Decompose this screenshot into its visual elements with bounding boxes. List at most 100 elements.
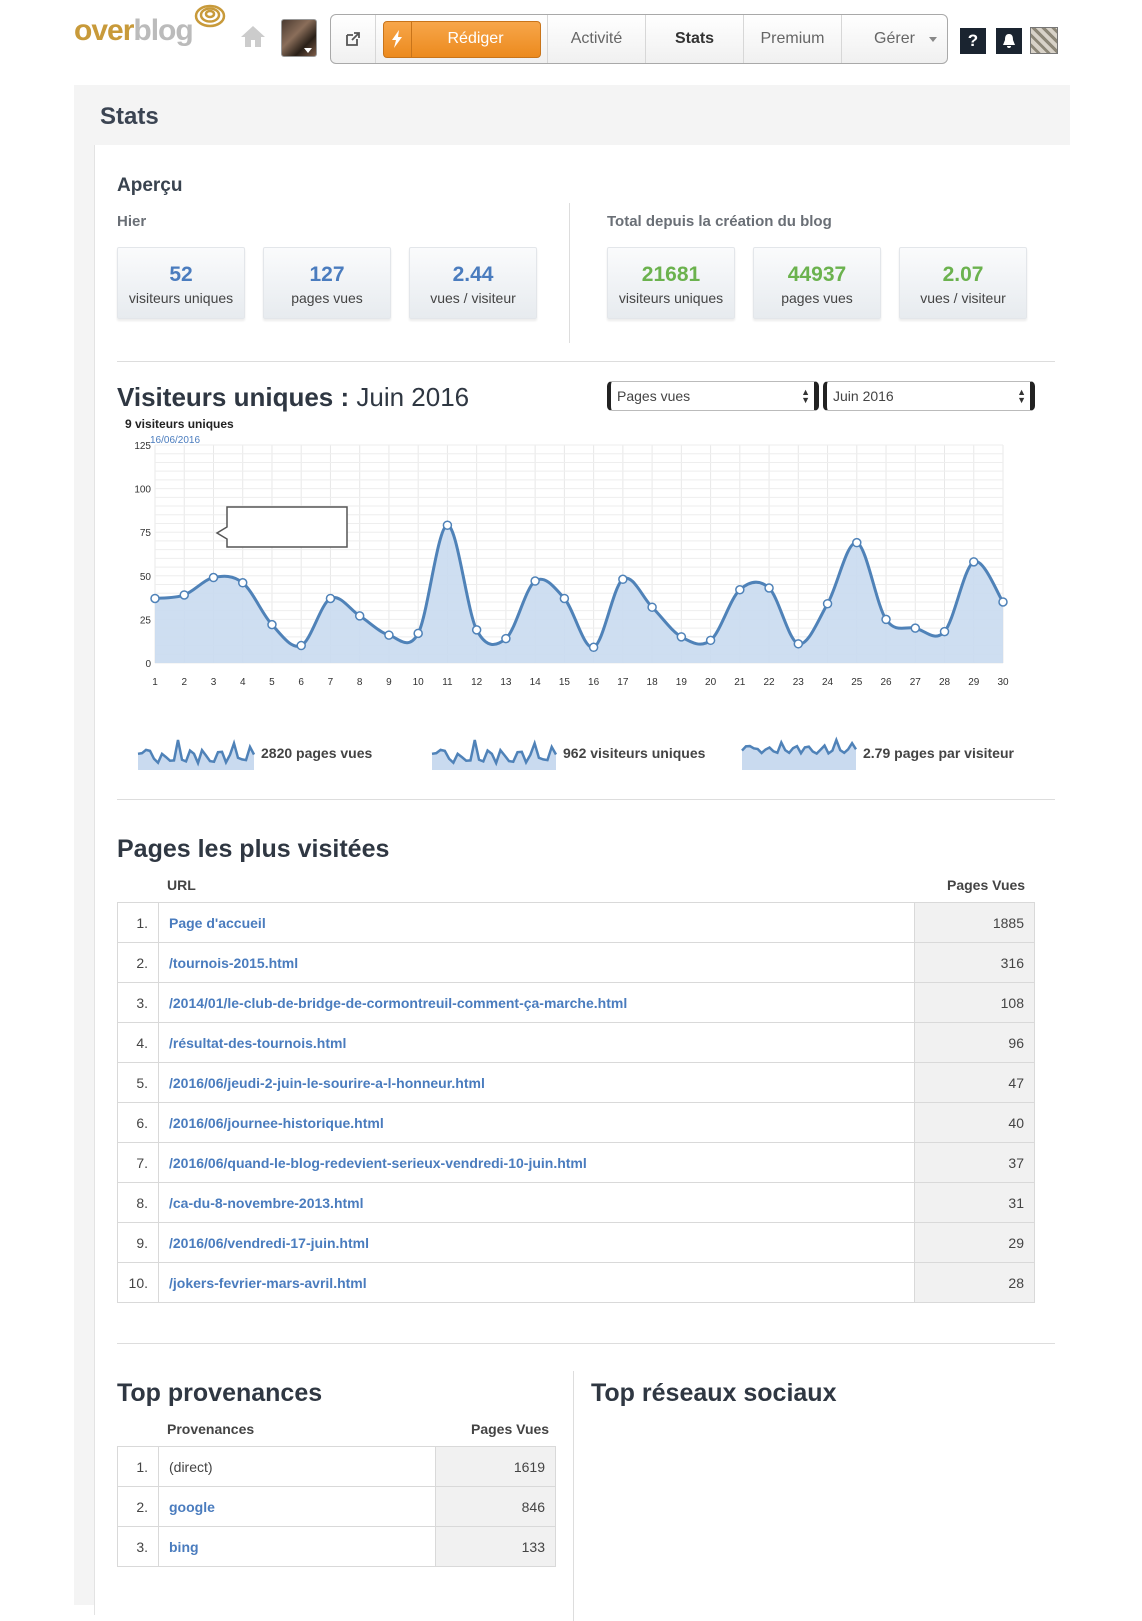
x-tick-label: 30 xyxy=(997,677,1009,688)
data-point xyxy=(764,583,774,593)
data-point xyxy=(998,597,1008,607)
data-point xyxy=(705,635,716,646)
stat-box-yesterday-visitors: 52 visiteurs uniques xyxy=(117,247,245,319)
spark-label: 962 visiteurs uniques xyxy=(563,745,706,761)
x-tick-label: 21 xyxy=(734,677,746,688)
tooltip-date: 16/06/2016 xyxy=(150,435,201,446)
page-url-link[interactable]: /résultat-des-tournois.html xyxy=(158,1022,915,1063)
x-tick-label: 15 xyxy=(559,677,571,688)
data-point xyxy=(354,611,365,621)
page-url-link[interactable]: /2016/06/journee-historique.html xyxy=(158,1102,915,1143)
x-tick-label: 28 xyxy=(939,677,951,688)
source-link[interactable]: bing xyxy=(158,1526,436,1567)
chart-title-metric: Visiteurs uniques : xyxy=(117,382,350,412)
x-tick-label: 13 xyxy=(500,677,512,688)
sparkline-line xyxy=(137,739,255,767)
lightning-icon xyxy=(384,21,412,57)
y-tick-label: 100 xyxy=(134,485,151,496)
stat-label: vues / visiteur xyxy=(430,290,516,306)
metric-select[interactable]: Pages vues ▲ ▼ xyxy=(607,381,819,411)
sparkline-visitors xyxy=(431,739,557,770)
data-point xyxy=(442,520,453,530)
chart-title-month: Juin 2016 xyxy=(356,382,470,412)
x-tick-label: 5 xyxy=(269,677,275,688)
source-views-value: 1619 xyxy=(435,1446,556,1487)
data-point xyxy=(676,632,687,642)
stat-box-total-pages: 44937 pages vues xyxy=(753,247,881,319)
source-link[interactable]: google xyxy=(158,1486,436,1527)
data-point xyxy=(530,576,540,586)
divider xyxy=(117,799,1055,800)
table-row: 4./résultat-des-tournois.html 96 xyxy=(117,1022,1035,1063)
x-tick-label: 20 xyxy=(705,677,717,688)
data-point xyxy=(267,619,277,630)
x-tick-label: 10 xyxy=(413,677,425,688)
overblog-logo[interactable]: overblog xyxy=(74,14,194,47)
data-point xyxy=(384,630,394,640)
page-views-value: 96 xyxy=(914,1022,1035,1063)
x-tick-label: 8 xyxy=(357,677,363,688)
sparkline-ratio xyxy=(741,736,857,770)
table-row: 3. bing 133 xyxy=(117,1526,556,1567)
notification-button[interactable] xyxy=(996,28,1022,54)
nav-premium[interactable]: Premium xyxy=(743,15,841,63)
home-icon[interactable] xyxy=(240,24,266,48)
row-index: 1. xyxy=(117,1446,159,1487)
blog-thumbnail[interactable] xyxy=(281,19,317,57)
nav-stats[interactable]: Stats xyxy=(645,15,743,63)
page-url-link[interactable]: /2016/06/jeudi-2-juin-le-sourire-a-l-hon… xyxy=(158,1062,915,1103)
select-arrows-icon: ▲ ▼ xyxy=(801,387,810,405)
page-url-link[interactable]: /2016/06/quand-le-blog-redevient-serieux… xyxy=(158,1142,915,1183)
page-views-value: 47 xyxy=(914,1062,1035,1103)
x-tick-label: 27 xyxy=(910,677,922,688)
metric-select-value: Pages vues xyxy=(617,388,691,404)
page-url-link[interactable]: /ca-du-8-novembre-2013.html xyxy=(158,1182,915,1223)
page-url-link[interactable]: Page d'accueil xyxy=(158,902,915,943)
source-link: (direct) xyxy=(158,1446,436,1487)
page-views-value: 31 xyxy=(914,1182,1035,1223)
row-index: 8. xyxy=(117,1182,159,1223)
page-views-value: 28 xyxy=(914,1262,1035,1303)
nav-manage[interactable]: Gérer xyxy=(841,15,947,63)
x-tick-label: 29 xyxy=(968,677,980,688)
month-select[interactable]: Juin 2016 ▲ ▼ xyxy=(823,381,1035,411)
page-url-link[interactable]: /2016/06/vendredi-17-juin.html xyxy=(158,1222,915,1263)
logo-swirl-icon xyxy=(194,4,226,28)
x-tick-label: 24 xyxy=(822,677,834,688)
divider xyxy=(117,1343,1055,1344)
help-button[interactable]: ? xyxy=(960,28,986,54)
x-tick-label: 25 xyxy=(851,677,863,688)
top-pages-title: Pages les plus visitées xyxy=(117,835,390,863)
nav-activity[interactable]: Activité xyxy=(547,15,645,63)
data-point xyxy=(208,572,219,583)
page-title: Stats xyxy=(100,103,159,130)
stat-label: visiteurs uniques xyxy=(618,290,724,306)
stat-value: 21681 xyxy=(641,263,701,286)
external-link-button[interactable] xyxy=(331,15,375,63)
overview-divider xyxy=(569,203,570,343)
write-button[interactable]: Rédiger xyxy=(382,20,541,58)
y-tick-label: 50 xyxy=(140,572,152,583)
bell-icon xyxy=(1003,34,1015,48)
page-url-link[interactable]: /2014/01/le-club-de-bridge-de-cormontreu… xyxy=(158,982,915,1023)
x-tick-label: 23 xyxy=(793,677,805,688)
month-select-value: Juin 2016 xyxy=(833,388,894,404)
stat-box-yesterday-ratio: 2.44 vues / visiteur xyxy=(409,247,537,319)
data-point xyxy=(647,602,657,612)
data-point xyxy=(910,623,921,633)
table-row: 6./2016/06/journee-historique.html 40 xyxy=(117,1102,1035,1143)
y-tick-label: 75 xyxy=(140,528,152,539)
page-url-link[interactable]: /jokers-fevrier-mars-avril.html xyxy=(158,1262,915,1303)
sparkline-area xyxy=(742,740,856,770)
x-tick-label: 16 xyxy=(588,677,600,688)
data-point xyxy=(969,557,979,567)
data-point xyxy=(150,593,160,604)
user-avatar[interactable] xyxy=(1030,27,1058,54)
sparkline-pages xyxy=(137,739,255,770)
stats-panel: Aperçu Hier Total depuis la création du … xyxy=(94,145,1070,1621)
overview-title: Aperçu xyxy=(117,175,183,196)
row-index: 3. xyxy=(117,1526,159,1567)
page-url-link[interactable]: /tournois-2015.html xyxy=(158,942,915,983)
data-point xyxy=(559,593,570,604)
